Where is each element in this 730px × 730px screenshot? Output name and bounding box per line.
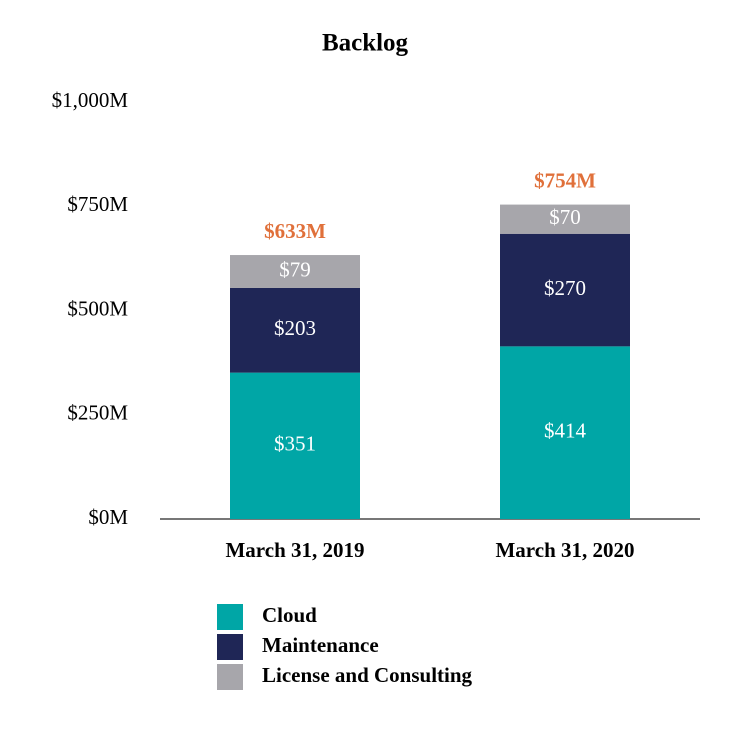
y-tick-label: $250M xyxy=(67,401,128,425)
x-tick-label: March 31, 2020 xyxy=(495,538,634,562)
bar-segment xyxy=(230,372,360,519)
value-label: $414 xyxy=(544,418,587,442)
bar-segment xyxy=(500,233,630,347)
y-tick-label: $0M xyxy=(88,505,128,529)
legend-label: License and Consulting xyxy=(262,663,473,687)
bar-segment xyxy=(230,287,360,373)
bar-segment xyxy=(500,204,630,234)
y-tick-label: $1,000M xyxy=(52,88,129,112)
bar-segment xyxy=(230,255,360,288)
bar-segment xyxy=(500,346,630,519)
value-label: $70 xyxy=(549,205,581,229)
legend-label: Maintenance xyxy=(262,633,379,657)
value-label: $351 xyxy=(274,432,316,456)
legend-swatch xyxy=(217,604,243,630)
total-label: $754M xyxy=(534,168,596,192)
x-tick-label: March 31, 2019 xyxy=(225,538,364,562)
y-tick-label: $500M xyxy=(67,296,128,320)
value-label: $79 xyxy=(279,257,311,281)
chart-title: Backlog xyxy=(322,30,409,57)
legend-label: Cloud xyxy=(262,603,317,627)
legend-swatch xyxy=(217,664,243,690)
legend-swatch xyxy=(217,634,243,660)
y-tick-label: $750M xyxy=(67,192,128,216)
value-label: $270 xyxy=(544,276,586,300)
total-label: $633M xyxy=(264,219,326,243)
value-label: $203 xyxy=(274,316,316,340)
